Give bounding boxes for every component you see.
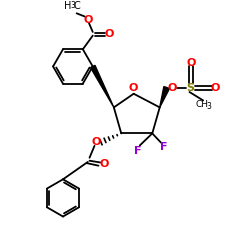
Polygon shape [90,65,114,108]
Text: O: O [168,82,177,92]
Text: O: O [92,137,101,147]
Text: H: H [64,1,72,11]
Polygon shape [160,86,170,108]
Text: O: O [211,82,220,92]
Text: 3: 3 [206,102,211,111]
Text: S: S [187,82,195,92]
Text: 3: 3 [70,1,75,10]
Text: O: O [83,14,92,24]
Text: O: O [186,58,196,68]
Text: C: C [73,1,80,11]
Text: F: F [160,142,167,152]
Text: F: F [134,146,141,156]
Text: O: O [104,30,114,40]
Text: CH: CH [196,100,208,110]
Text: O: O [99,160,108,170]
Text: O: O [129,82,138,92]
